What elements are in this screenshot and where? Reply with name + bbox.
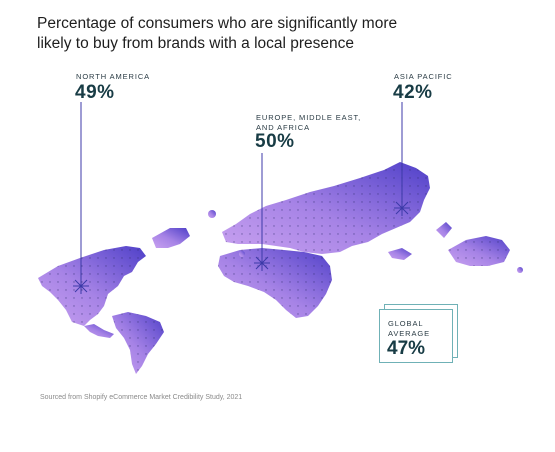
japan: [436, 222, 452, 238]
global-average-box: GLOBAL AVERAGE 47%: [379, 309, 453, 363]
asia-pacific-label: ASIA PACIFIC: [394, 72, 453, 81]
asia-pacific-value: 42%: [393, 82, 433, 103]
north-america-value: 49%: [75, 82, 115, 103]
island: [208, 210, 216, 218]
emea-label-line-1: EUROPE, MIDDLE EAST,: [256, 113, 362, 122]
emea-value: 50%: [255, 131, 295, 152]
greenland: [152, 228, 190, 248]
north-america-marker: [73, 102, 89, 294]
global-average-label: GLOBAL AVERAGE: [388, 319, 430, 338]
emea-label-line-2: AND AFRICA: [256, 122, 311, 132]
se-asia-islands: [388, 248, 412, 260]
title-line-2: likely to buy from brands with a local p…: [37, 34, 355, 52]
emea-marker: [254, 153, 270, 271]
emea-label: EUROPE, MIDDLE EAST, AND AFRICA: [256, 113, 361, 132]
central-america: [84, 324, 114, 338]
island: [517, 267, 523, 273]
chart-title: Percentage of consumers who are signific…: [37, 14, 457, 53]
global-label-line-1: GLOBAL: [388, 319, 424, 328]
source-note: Sourced from Shopify eCommerce Market Cr…: [40, 394, 243, 401]
north-america-label: NORTH AMERICA: [76, 72, 151, 81]
global-average-value: 47%: [387, 338, 426, 359]
global-label-line-2: AVERAGE: [388, 328, 431, 338]
asia-pacific-marker: [394, 102, 410, 216]
title-line-1: Percentage of consumers who are signific…: [37, 15, 398, 32]
dot-overlay: [38, 162, 510, 374]
